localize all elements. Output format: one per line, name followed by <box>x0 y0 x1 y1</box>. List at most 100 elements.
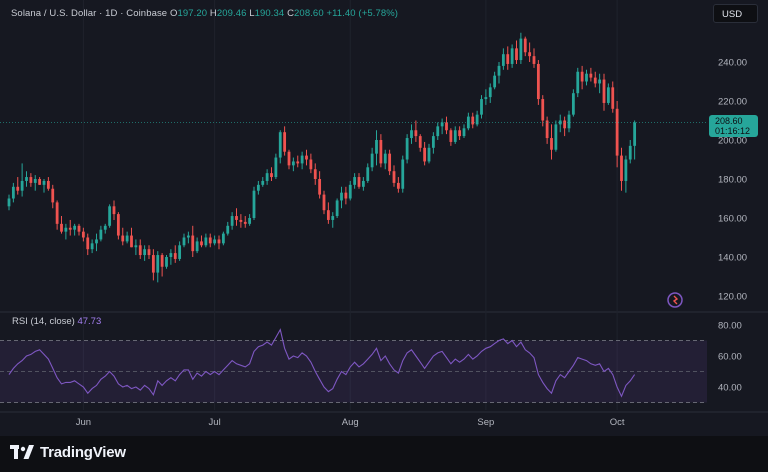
candle-body <box>331 216 335 220</box>
currency-button[interactable]: USD <box>713 4 758 23</box>
chart-canvas[interactable]: 240.00 220.00 200.00 180.00 160.00 140.00 120.… <box>0 0 768 436</box>
candle <box>401 155 405 193</box>
candle <box>309 153 313 174</box>
price-tick-label: 220.00 <box>718 97 747 108</box>
replay-icon[interactable] <box>667 292 683 308</box>
candle <box>156 251 160 283</box>
candle <box>462 124 466 139</box>
candle <box>493 71 497 90</box>
candle-body <box>423 147 427 162</box>
candle <box>335 198 339 218</box>
candle <box>191 225 195 257</box>
candle-body <box>95 239 98 244</box>
candle <box>274 153 278 179</box>
rsi-legend[interactable]: RSI (14, close) 47.73 <box>12 316 101 327</box>
candle-body <box>64 227 68 232</box>
candle-body <box>186 235 190 238</box>
time-tick-label: Sep <box>477 417 494 428</box>
rsi-value: 47.73 <box>77 316 102 327</box>
candle-body <box>33 179 37 183</box>
candle-body <box>519 38 523 61</box>
change-value: +11.40 (+5.78%) <box>326 8 399 19</box>
candle-body <box>445 122 448 131</box>
chart-panel[interactable]: 240.00 220.00 200.00 180.00 160.00 140.00 120.… <box>0 0 768 436</box>
candle <box>576 67 580 98</box>
candle-body <box>344 192 348 199</box>
candle-body <box>252 190 256 218</box>
candle-body <box>580 71 584 82</box>
candle <box>515 40 518 64</box>
candle <box>370 147 374 172</box>
candle-body <box>108 206 112 226</box>
candle <box>68 219 72 236</box>
candle <box>449 128 453 146</box>
candle <box>248 214 252 226</box>
axis-labels: 240.00 220.00 200.00 180.00 160.00 140.00 120.… <box>76 58 747 429</box>
candle <box>541 95 545 127</box>
brand-name: TradingView <box>40 443 126 461</box>
candle <box>580 65 584 90</box>
candle-body <box>523 38 527 53</box>
candle <box>300 151 304 170</box>
time-tick-label: Oct <box>610 417 625 428</box>
candle-body <box>313 169 317 179</box>
candle-body <box>200 241 203 246</box>
candle-body <box>16 186 20 191</box>
candle-body <box>191 235 195 252</box>
candle <box>366 163 370 183</box>
candle-body <box>20 180 24 191</box>
candle-body <box>230 216 234 226</box>
candle <box>388 149 392 176</box>
candle <box>624 155 628 193</box>
tradingview-logo-icon <box>10 445 34 459</box>
candle-body <box>418 136 422 148</box>
candle <box>484 89 488 105</box>
brand[interactable]: TradingView <box>10 441 126 463</box>
candle <box>554 120 558 152</box>
candle <box>252 186 256 220</box>
high-label: H <box>209 8 217 19</box>
candle <box>134 239 138 256</box>
candle-body <box>497 65 501 76</box>
candle-body <box>593 77 597 84</box>
candle-body <box>86 237 90 250</box>
symbol-title[interactable]: Solana / U.S. Dollar · 1D · Coinbase <box>11 8 168 19</box>
candle <box>396 177 400 193</box>
candle-body <box>475 114 479 125</box>
candle <box>64 223 68 240</box>
candle-body <box>449 130 453 142</box>
candle <box>558 114 562 133</box>
candle <box>112 200 116 220</box>
close-label: C <box>287 8 295 19</box>
candle <box>217 235 221 250</box>
candle-body <box>515 48 518 61</box>
candle-body <box>274 157 278 178</box>
candle <box>73 223 77 236</box>
candle-body <box>326 210 330 220</box>
candle <box>95 233 98 252</box>
candle-body <box>116 214 120 236</box>
candle-body <box>392 171 396 183</box>
candle-body <box>322 194 326 211</box>
candle-body <box>29 177 33 183</box>
candle-body <box>60 223 63 232</box>
candle <box>287 149 291 170</box>
candle <box>33 175 37 191</box>
candle-body <box>125 235 129 242</box>
candle <box>361 177 365 191</box>
candle-body <box>558 120 562 125</box>
candle <box>77 223 81 236</box>
candle-body <box>576 71 580 94</box>
candle-body <box>25 177 28 181</box>
candle <box>375 130 378 166</box>
candle-body <box>388 153 392 172</box>
candle-body <box>112 206 116 215</box>
candle-body <box>156 255 160 273</box>
candle-body <box>436 126 440 137</box>
candle-body <box>243 221 247 224</box>
candle <box>265 169 269 185</box>
candle <box>204 233 208 248</box>
candle-body <box>493 75 497 88</box>
candle-body <box>130 235 133 248</box>
candle <box>475 110 479 127</box>
